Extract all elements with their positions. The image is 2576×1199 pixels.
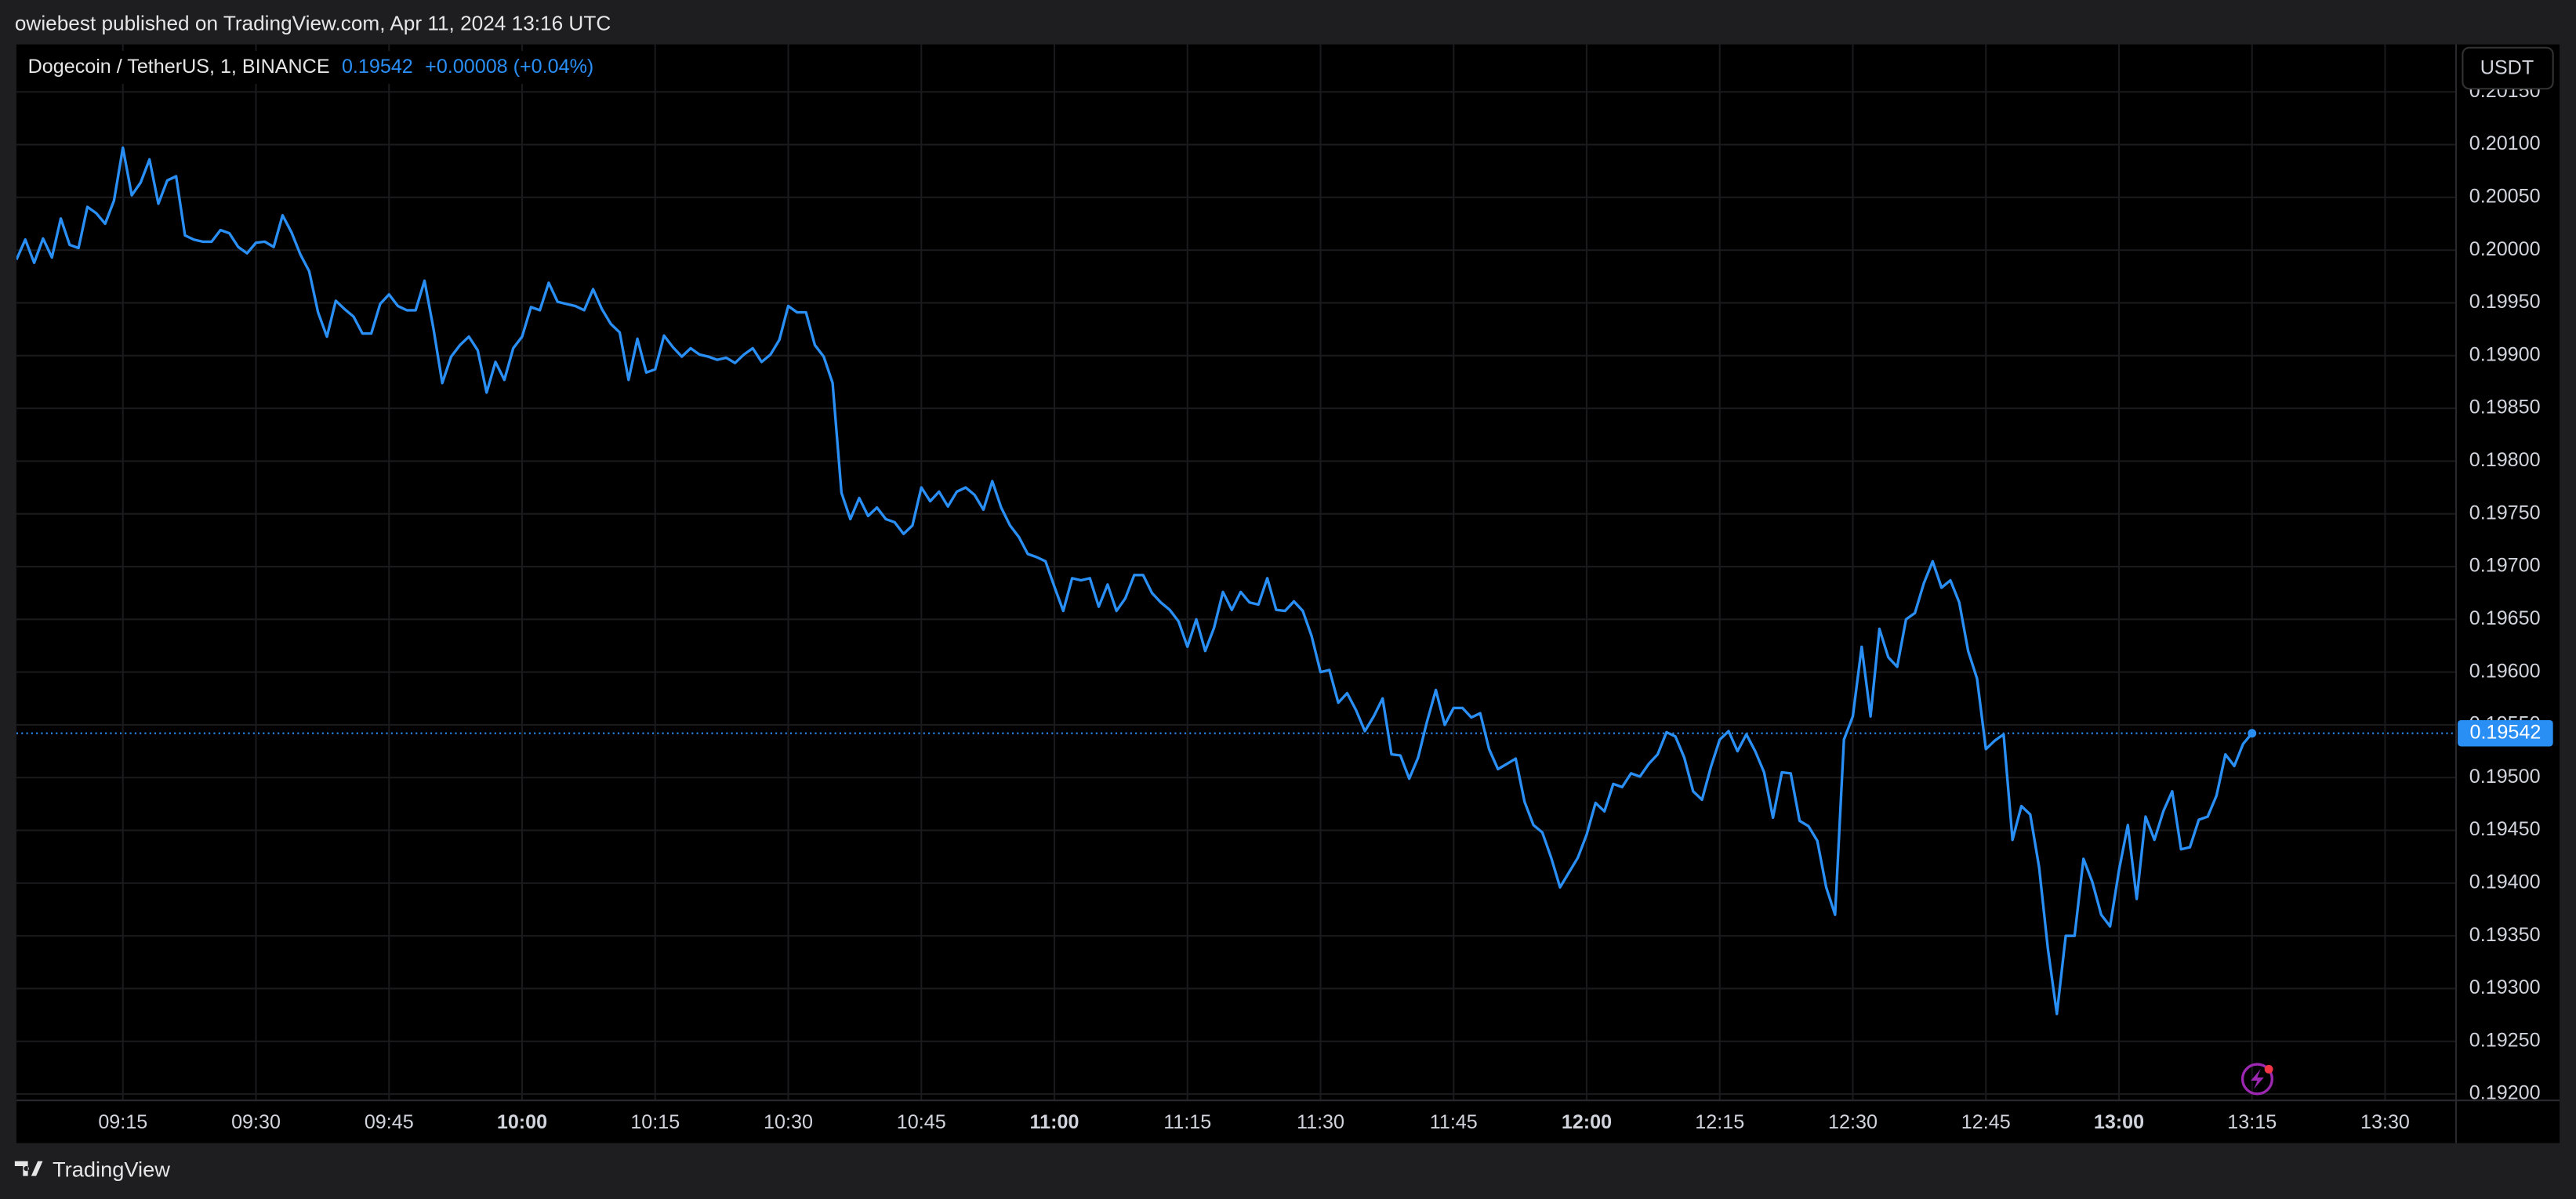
- alert-icon-bolt[interactable]: [2251, 1069, 2264, 1089]
- y-tick-label: 0.20050: [2469, 186, 2541, 208]
- y-tick-label: 0.19800: [2469, 449, 2541, 471]
- x-tick-label: 12:00: [1562, 1111, 1612, 1133]
- y-tick-label: 0.19850: [2469, 397, 2541, 418]
- footer-logo[interactable]: [14, 1161, 43, 1176]
- x-tick-label: 11:00: [1030, 1111, 1079, 1133]
- x-tick-label: 13:15: [2227, 1111, 2277, 1133]
- publish-header: owiebest published on TradingView.com, A…: [15, 11, 611, 34]
- last-price-badge: [2458, 719, 2553, 747]
- x-tick-label: 13:00: [2094, 1111, 2144, 1133]
- y-tick-label: 0.19500: [2469, 766, 2541, 788]
- y-tick-label: 0.19450: [2469, 818, 2541, 840]
- currency-button[interactable]: [2462, 46, 2554, 90]
- legend-change: +0.00008 (+0.04%): [425, 56, 593, 78]
- y-tick-label: 0.20000: [2469, 238, 2541, 260]
- x-tick-label: 10:15: [630, 1111, 680, 1133]
- y-tick-label: 0.19350: [2469, 924, 2541, 946]
- legend-symbol: Dogecoin / TetherUS, 1, BINANCE: [28, 56, 330, 78]
- x-tick-label: 12:15: [1695, 1111, 1744, 1133]
- legend-price: 0.19542: [342, 56, 413, 78]
- x-tick-label: 10:45: [897, 1111, 946, 1133]
- y-tick-label: 0.19600: [2469, 660, 2541, 682]
- x-tick-label: 09:30: [231, 1111, 281, 1133]
- y-tick-label: 0.19750: [2469, 502, 2541, 523]
- x-tick-label: 10:30: [764, 1111, 813, 1133]
- alert-icon-dot[interactable]: [2264, 1064, 2273, 1074]
- currency-button-label[interactable]: USDT: [2480, 57, 2534, 79]
- legend: Dogecoin / TetherUS, 1, BINANCE 0.19542 …: [28, 56, 594, 78]
- x-tick-label: 12:45: [1961, 1111, 2011, 1133]
- x-tick-label: 09:15: [98, 1111, 147, 1133]
- y-tick-label: 0.19250: [2469, 1029, 2541, 1051]
- y-tick-label: 0.19650: [2469, 607, 2541, 629]
- x-tick-label: 12:30: [1828, 1111, 1878, 1133]
- x-tick-label: 11:30: [1297, 1111, 1344, 1133]
- last-price-label: 0.19542: [2469, 721, 2541, 743]
- price-line: [16, 146, 2254, 1016]
- y-tick-label: 0.20100: [2469, 132, 2541, 154]
- chart-frame: [16, 44, 2560, 1143]
- footer-brand[interactable]: TradingView: [53, 1157, 170, 1181]
- y-tick-label: 0.19300: [2469, 976, 2541, 998]
- y-tick-label: 0.19950: [2469, 291, 2541, 313]
- x-tick-label: 10:00: [497, 1111, 547, 1133]
- plot-area: 09:15 09:30 09:45 10:00 10:15 10:30 10:45 11:00…: [16, 44, 2560, 1143]
- last-price-dot: [2248, 729, 2257, 738]
- legend-bg: [20, 51, 611, 84]
- alert-icon[interactable]: [2240, 1063, 2273, 1096]
- y-tick-label: 0.19400: [2469, 871, 2541, 893]
- x-tick-label: 11:45: [1430, 1111, 1478, 1133]
- y-tick-label: 0.19700: [2469, 555, 2541, 577]
- x-tick-label: 13:30: [2360, 1111, 2410, 1133]
- alert-icon-ring[interactable]: [2240, 1063, 2273, 1096]
- x-tick-label: 11:15: [1163, 1111, 1211, 1133]
- y-tick-label: 0.19900: [2469, 343, 2541, 365]
- x-tick-label: 09:45: [365, 1111, 414, 1133]
